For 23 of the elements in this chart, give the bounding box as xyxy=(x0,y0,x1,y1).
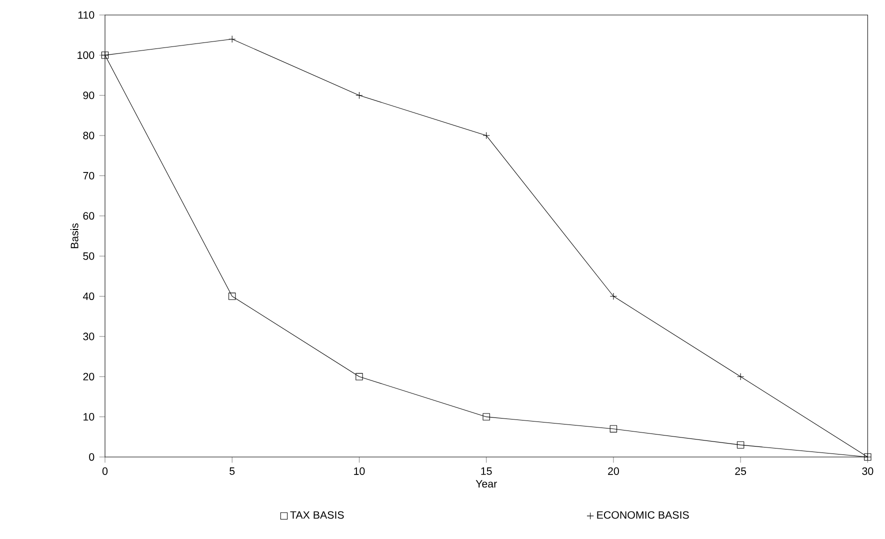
y-axis-title: Basis xyxy=(70,223,78,248)
y-tick-label: 110 xyxy=(78,11,94,19)
x-tick-label: 30 xyxy=(862,467,874,475)
x-axis-title: Year xyxy=(476,480,497,488)
y-tick-label: 60 xyxy=(83,212,94,220)
y-tick-label: 20 xyxy=(83,372,94,380)
y-tick-label: 30 xyxy=(83,332,94,340)
x-tick-label: 15 xyxy=(481,467,492,475)
legend-label: ECONOMIC BASIS xyxy=(597,511,689,519)
y-tick-label: 100 xyxy=(78,51,94,59)
x-tick-label: 20 xyxy=(608,467,619,475)
y-tick-label: 70 xyxy=(83,172,94,180)
legend-label: TAX BASIS xyxy=(290,511,344,519)
y-tick-label: 80 xyxy=(83,132,94,140)
y-tick-label: 50 xyxy=(83,252,94,260)
x-tick-label: 25 xyxy=(735,467,746,475)
y-tick-label: 90 xyxy=(83,92,94,100)
y-tick-label: 0 xyxy=(89,453,94,461)
x-tick-label: 0 xyxy=(102,467,108,475)
x-tick-label: 10 xyxy=(354,467,365,475)
y-tick-label: 40 xyxy=(82,292,94,300)
x-tick-label: 5 xyxy=(230,467,235,475)
y-tick-label: 10 xyxy=(84,413,94,421)
